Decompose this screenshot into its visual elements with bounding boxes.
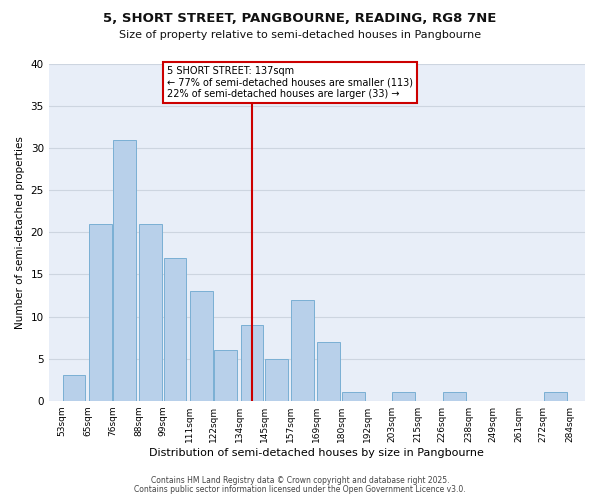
Text: Size of property relative to semi-detached houses in Pangbourne: Size of property relative to semi-detach… <box>119 30 481 40</box>
Bar <box>89 224 112 400</box>
Bar <box>139 224 163 400</box>
Bar <box>113 140 136 400</box>
Bar <box>317 342 340 400</box>
Text: Contains public sector information licensed under the Open Government Licence v3: Contains public sector information licen… <box>134 484 466 494</box>
Bar <box>341 392 365 400</box>
Text: Contains HM Land Registry data © Crown copyright and database right 2025.: Contains HM Land Registry data © Crown c… <box>151 476 449 485</box>
Bar <box>214 350 237 401</box>
Y-axis label: Number of semi-detached properties: Number of semi-detached properties <box>15 136 25 329</box>
Text: 5 SHORT STREET: 137sqm
← 77% of semi-detached houses are smaller (113)
22% of se: 5 SHORT STREET: 137sqm ← 77% of semi-det… <box>167 66 413 99</box>
Bar <box>241 325 263 400</box>
X-axis label: Distribution of semi-detached houses by size in Pangbourne: Distribution of semi-detached houses by … <box>149 448 484 458</box>
Text: 5, SHORT STREET, PANGBOURNE, READING, RG8 7NE: 5, SHORT STREET, PANGBOURNE, READING, RG… <box>103 12 497 26</box>
Bar <box>62 376 85 400</box>
Bar <box>265 358 287 401</box>
Bar <box>443 392 466 400</box>
Bar <box>164 258 187 400</box>
Bar <box>190 292 213 401</box>
Bar <box>392 392 415 400</box>
Bar <box>544 392 567 400</box>
Bar <box>291 300 314 400</box>
